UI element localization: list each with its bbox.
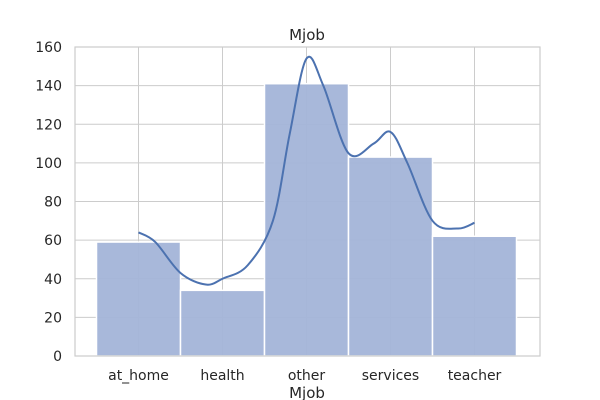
x-tick-label-health: health: [200, 368, 244, 384]
x-tick-label-services: services: [362, 368, 419, 384]
y-tick-labels: 0 20 40 60 80 100 120 140 160: [35, 40, 62, 365]
plot-frame: [74, 46, 541, 357]
x-tick-label-other: other: [288, 368, 326, 384]
bar-other: [263, 82, 350, 357]
y-tick-label: 20: [44, 310, 62, 326]
x-axis-label: Mjob: [289, 384, 325, 400]
kde-density-line: [138, 55, 475, 286]
x-tick-labels: at_home health other services teacher: [108, 368, 501, 384]
y-tick-label: 0: [53, 349, 62, 365]
y-tick-label: 40: [44, 272, 62, 288]
y-tick-label: 120: [35, 117, 62, 133]
bar-services: [347, 156, 434, 357]
y-tick-label: 140: [35, 79, 62, 95]
y-tick-label: 60: [44, 233, 62, 249]
y-tick-label: 100: [35, 156, 62, 172]
y-tick-label: 160: [35, 40, 62, 56]
x-tick-label-teacher: teacher: [448, 368, 502, 384]
bar-health: [179, 289, 266, 357]
y-tick-label: 80: [44, 195, 62, 211]
bar-teacher: [431, 235, 518, 357]
bars: [95, 82, 518, 357]
chart-title: Mjob: [289, 26, 325, 44]
x-tick-label-at_home: at_home: [108, 368, 169, 384]
